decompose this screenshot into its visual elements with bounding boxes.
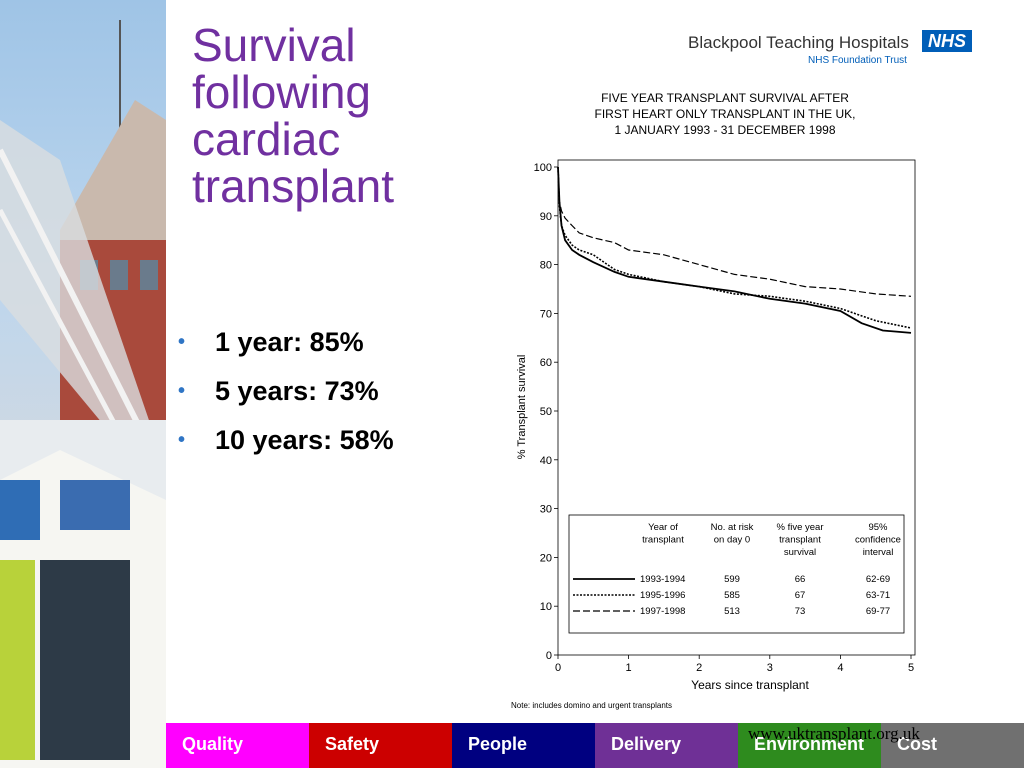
- y-tick-label: 30: [540, 504, 552, 516]
- chart-title-line: FIRST HEART ONLY TRANSPLANT IN THE UK,: [594, 107, 856, 121]
- legend-header: Year of transplant: [642, 522, 684, 546]
- y-tick-label: 50: [540, 406, 552, 418]
- footer-bar: Quality Safety People Delivery Environme…: [166, 723, 1024, 768]
- y-tick-label: 80: [540, 260, 552, 272]
- legend-header-line: Year of: [648, 522, 678, 533]
- legend-at-risk: 599: [724, 574, 740, 585]
- x-axis: 0 1 2 3 4 5: [555, 655, 914, 674]
- chart-title-line: FIVE YEAR TRANSPLANT SURVIVAL AFTER: [601, 91, 849, 105]
- chart-legend: Year of transplant No. at risk on day 0 % fi…: [568, 514, 905, 634]
- x-tick-label: 1: [626, 662, 632, 674]
- legend-ci: 63-71: [866, 590, 890, 601]
- nhs-badge: NHS: [922, 30, 972, 52]
- y-tick-label: 90: [540, 211, 552, 223]
- footer-cost: Cost: [881, 723, 1024, 768]
- legend-header-line: on day 0: [714, 535, 750, 546]
- x-tick-label: 3: [767, 662, 773, 674]
- legend-ci: 69-77: [866, 606, 890, 617]
- footer-safety: Safety: [309, 723, 452, 768]
- y-tick-label: 40: [540, 455, 552, 467]
- bullet-dot-icon: •: [178, 380, 186, 402]
- legend-survival: 67: [795, 590, 806, 601]
- legend-header: % five year transplant survival: [777, 522, 824, 558]
- legend-ci: 62-69: [866, 574, 890, 585]
- bullet-text: 10 years: 58%: [215, 425, 394, 455]
- bullet-dot-icon: •: [178, 331, 186, 353]
- legend-header-line: No. at risk: [711, 522, 754, 533]
- series-line-1995-1996: [557, 166, 912, 329]
- legend-survival: 73: [795, 606, 806, 617]
- hospital-logo: Blackpool Teaching Hospitals NHS NHS Fou…: [688, 30, 978, 70]
- y-tick-label: 60: [540, 357, 552, 369]
- logo-trust-name: NHS Foundation Trust: [808, 55, 907, 66]
- legend-header-line: interval: [863, 547, 894, 558]
- series-lines: [557, 166, 912, 334]
- survival-chart: 0 10 20 30 40 50 60 70 80 90 100 0 1 2 3 4 5 % Transpla…: [516, 159, 916, 692]
- x-tick-label: 2: [696, 662, 702, 674]
- legend-header: No. at risk on day 0: [711, 522, 754, 546]
- y-tick-label: 10: [540, 601, 552, 613]
- legend-header-line: 95%: [868, 522, 888, 533]
- series-line-1993-1994: [557, 166, 912, 334]
- legend-header: 95% confidence interval: [855, 522, 901, 558]
- hospital-photo: [0, 0, 166, 768]
- legend-header-line: % five year: [777, 522, 824, 533]
- logo-org-name: Blackpool Teaching Hospitals: [688, 33, 909, 52]
- legend-survival: 66: [795, 574, 806, 585]
- bullet-dot-icon: •: [178, 429, 186, 451]
- footer-people: People: [452, 723, 595, 768]
- y-tick-label: 100: [534, 162, 552, 174]
- chart-note: Note: includes domino and urgent transpl…: [511, 701, 672, 710]
- legend-at-risk: 585: [724, 590, 740, 601]
- legend-header-line: transplant: [779, 535, 821, 546]
- series-line-1997-1998: [557, 166, 912, 297]
- legend-at-risk: 513: [724, 606, 740, 617]
- legend-box: [568, 514, 905, 634]
- y-tick-label: 70: [540, 308, 552, 320]
- x-axis-label: Years since transplant: [691, 678, 809, 692]
- footer-quality: Quality: [166, 723, 309, 768]
- bullet-item: • 10 years: 58%: [178, 416, 394, 465]
- legend-header-line: survival: [784, 547, 816, 558]
- chart-title-line: 1 JANUARY 1993 - 31 DECEMBER 1998: [614, 123, 836, 137]
- y-axis: 0 10 20 30 40 50 60 70 80 90 100: [534, 162, 558, 662]
- bullet-text: 1 year: 85%: [215, 327, 364, 357]
- legend-series-name: 1997-1998: [640, 606, 685, 617]
- hospital-building-image: [0, 20, 166, 768]
- chart-title: FIVE YEAR TRANSPLANT SURVIVAL AFTER FIRS…: [540, 90, 910, 138]
- y-axis-label: % Transplant survival: [516, 355, 528, 460]
- bullet-text: 5 years: 73%: [215, 376, 379, 406]
- x-tick-label: 0: [555, 662, 561, 674]
- source-url: www.uktransplant.org.uk: [748, 724, 920, 743]
- slide-title: Survival following cardiac transplant: [192, 19, 395, 212]
- y-tick-label: 0: [546, 650, 552, 662]
- x-tick-label: 4: [837, 662, 843, 674]
- bullet-item: • 5 years: 73%: [178, 367, 394, 416]
- legend-header-line: confidence: [855, 535, 901, 546]
- legend-header-line: transplant: [642, 535, 684, 546]
- x-tick-label: 5: [908, 662, 914, 674]
- bullet-item: • 1 year: 85%: [178, 318, 394, 367]
- y-tick-label: 20: [540, 552, 552, 564]
- legend-series-name: 1995-1996: [640, 590, 685, 601]
- bullet-list: • 1 year: 85% • 5 years: 73% • 10 years: 58…: [178, 318, 394, 465]
- footer-delivery: Delivery: [595, 723, 738, 768]
- legend-series-name: 1993-1994: [640, 574, 685, 585]
- footer-environment: Environment: [738, 723, 881, 768]
